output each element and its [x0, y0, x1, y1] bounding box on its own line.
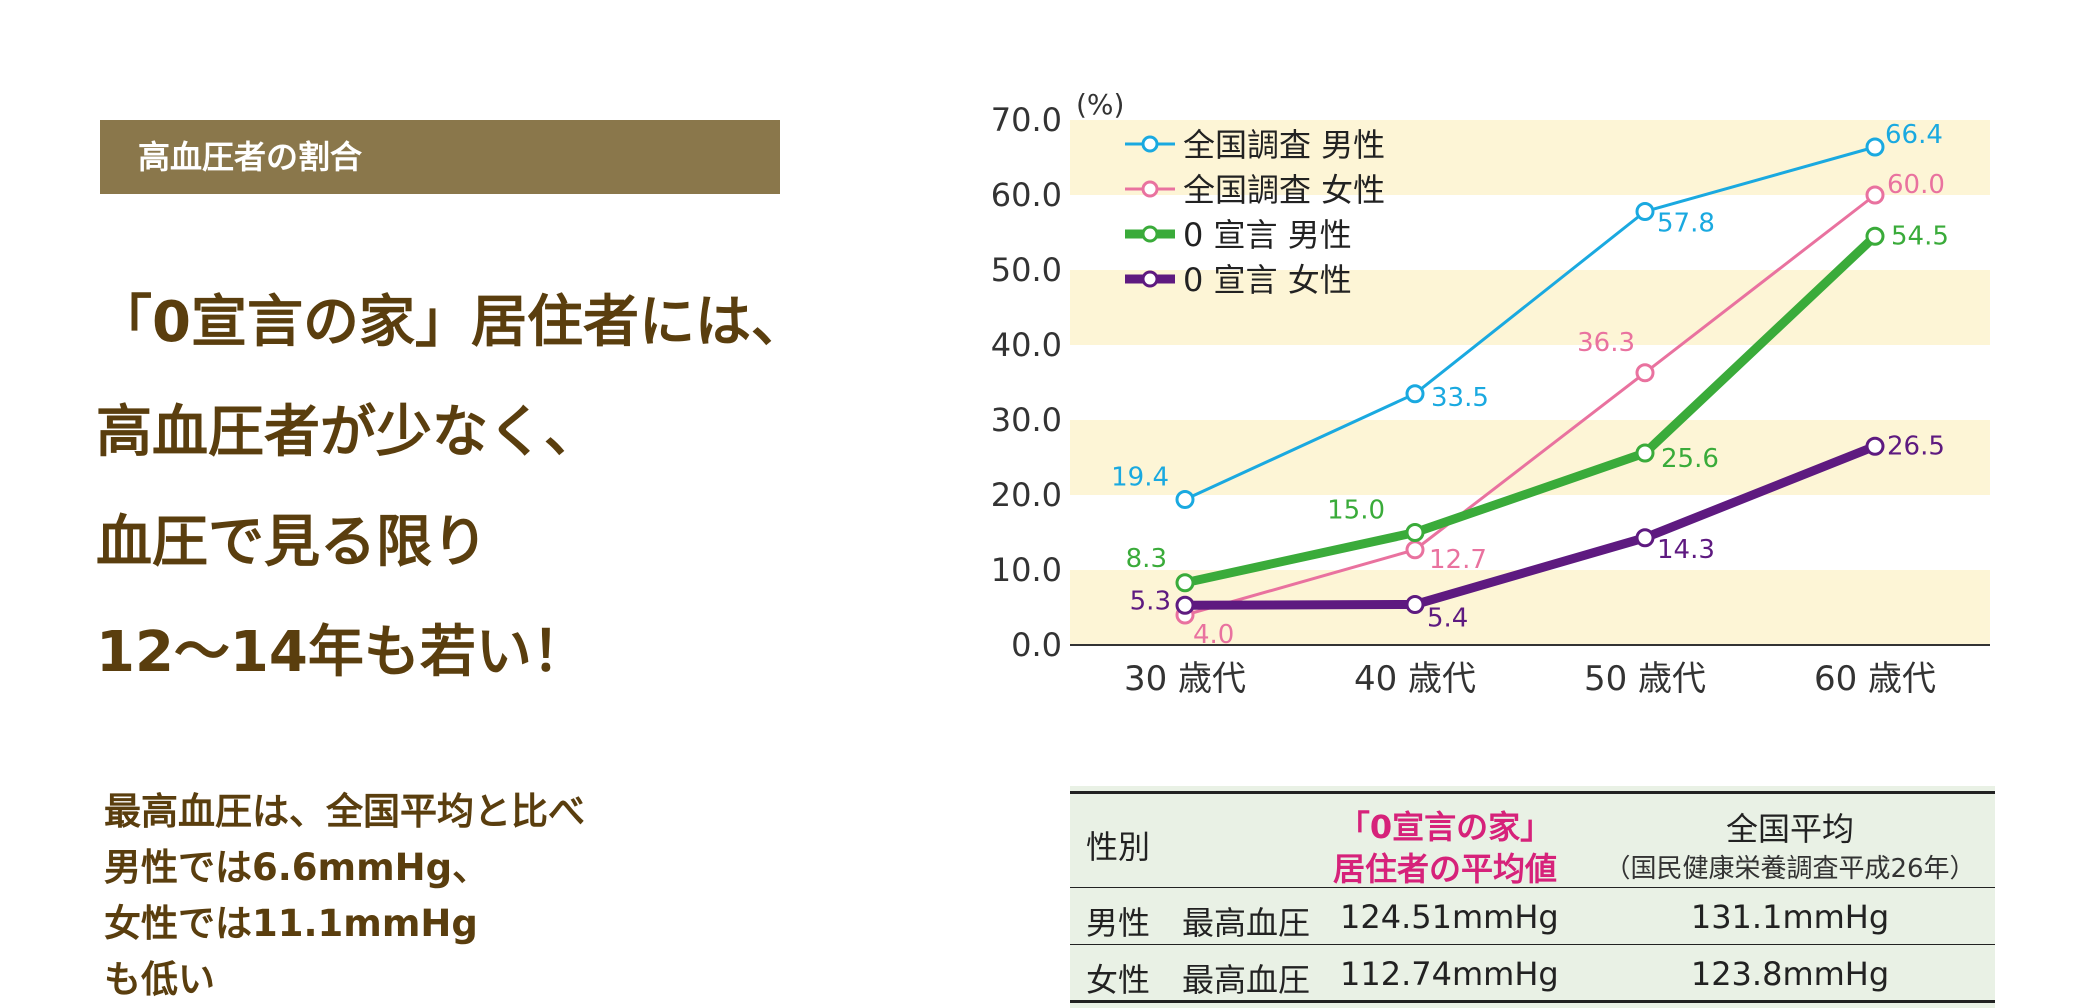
data-point — [1635, 443, 1655, 463]
data-label: 66.4 — [1885, 120, 1943, 150]
headline-line: 「0宣言の家」居住者には、 — [96, 290, 807, 355]
data-point — [1175, 595, 1195, 615]
legend-label: 0 宣言 女性 — [1183, 261, 1352, 299]
data-point — [1865, 137, 1885, 157]
data-point — [1175, 490, 1195, 509]
x-tick-label: 30 歳代 — [1124, 659, 1246, 699]
headline-line: 高血圧者が少なく、 — [96, 400, 600, 465]
row-label: 男性 最高血圧 — [1086, 904, 1311, 942]
table-header-national-line1: 全国平均 — [1725, 810, 1854, 848]
summary-text: 最高血圧は、全国平均と比べ 男性では6.6mmHg、 女性では11.1mmHg … — [104, 784, 585, 1008]
section-label: 高血圧者の割合 — [100, 120, 780, 194]
summary-line: 最高血圧は、全国平均と比べ — [104, 790, 585, 833]
y-tick-label: 10.0 — [991, 551, 1062, 589]
headline-line: 12〜14年も若い！ — [96, 620, 588, 685]
chart-band — [1070, 270, 1990, 345]
legend-marker — [1141, 180, 1159, 198]
table-header-national-line2: （国民健康栄養調査平成26年） — [1604, 854, 1976, 884]
data-label: 5.3 — [1130, 586, 1171, 616]
legend-marker — [1141, 225, 1159, 243]
legend-label: 0 宣言 男性 — [1183, 216, 1352, 254]
table-header-gender: 性別 — [1086, 828, 1151, 866]
table-top-rule — [1070, 791, 1995, 794]
y-tick-label: 20.0 — [991, 476, 1062, 514]
data-label: 33.5 — [1431, 383, 1489, 413]
summary-line: も低い — [104, 958, 215, 1001]
table-header-home-line2: 居住者の平均値 — [1332, 850, 1557, 888]
y-tick-label: 70.0 — [991, 101, 1062, 139]
legend-label: 全国調査 男性 — [1183, 126, 1385, 164]
table-header-home-line1: 「0宣言の家」 — [1337, 808, 1553, 846]
x-tick-label: 50 歳代 — [1584, 659, 1706, 699]
data-label: 26.5 — [1887, 431, 1945, 461]
x-tick-label: 60 歳代 — [1814, 659, 1936, 699]
headline: 「0宣言の家」居住者には、 高血圧者が少なく、 血圧で見る限り 12〜14年も若… — [96, 278, 916, 718]
legend-label: 全国調査 女性 — [1183, 171, 1385, 209]
data-label: 54.5 — [1891, 221, 1949, 251]
data-point — [1635, 202, 1655, 221]
data-point — [1635, 363, 1655, 383]
headline-line: 血圧で見る限り — [96, 510, 488, 575]
y-tick-label: 30.0 — [991, 401, 1062, 439]
y-unit-label: (%) — [1076, 88, 1124, 121]
summary-line: 女性では11.1mmHg — [104, 902, 478, 945]
blood-pressure-table: 性別 「0宣言の家」 居住者の平均値 全国平均 （国民健康栄養調査平成26年） … — [1070, 786, 1995, 1008]
data-point — [1405, 523, 1425, 542]
data-point — [1175, 573, 1195, 593]
y-tick-label: 0.0 — [1011, 626, 1062, 664]
row-national-value: 123.8mmHg — [1690, 955, 1890, 993]
line-chart: 0.0 10.0 20.0 30.0 40.0 50.0 60.0 70.0 (%) 30 歳代 4… — [991, 88, 1990, 699]
summary-line: 男性では6.6mmHg、 — [104, 846, 490, 889]
table-header-rule — [1070, 887, 1995, 888]
data-point — [1865, 185, 1885, 205]
data-label: 8.3 — [1126, 544, 1167, 574]
row-label: 女性 最高血圧 — [1086, 961, 1311, 999]
series-line — [1184, 193, 1876, 617]
row-home-value: 124.51mmHg — [1340, 898, 1559, 936]
data-point — [1405, 540, 1425, 560]
row-home-value: 112.74mmHg — [1340, 955, 1559, 993]
data-label: 57.8 — [1657, 209, 1715, 239]
x-tick-label: 40 歳代 — [1354, 659, 1476, 699]
data-label: 15.0 — [1327, 496, 1385, 526]
legend-marker — [1141, 135, 1159, 153]
table-row-rule — [1070, 944, 1995, 945]
data-label: 36.3 — [1577, 328, 1635, 358]
legend-marker — [1141, 270, 1159, 288]
series-line — [1184, 232, 1879, 588]
table-bottom-rule — [1070, 1000, 1995, 1003]
y-tick-label: 60.0 — [991, 176, 1062, 214]
data-point — [1405, 595, 1425, 614]
series-line — [1184, 145, 1876, 501]
data-point — [1405, 384, 1425, 404]
data-point — [1865, 436, 1885, 456]
data-label: 5.4 — [1427, 604, 1468, 634]
data-label: 25.6 — [1661, 444, 1719, 474]
y-tick-label: 40.0 — [991, 326, 1062, 364]
data-label: 4.0 — [1193, 620, 1234, 650]
row-national-value: 131.1mmHg — [1690, 898, 1890, 936]
table-row: 男性 最高血圧 124.51mmHg 131.1mmHg — [1070, 888, 1995, 944]
data-label: 14.3 — [1657, 535, 1715, 565]
y-tick-label: 50.0 — [991, 251, 1062, 289]
data-point — [1865, 226, 1885, 246]
data-label: 60.0 — [1887, 170, 1945, 200]
data-point — [1635, 528, 1655, 548]
data-label: 19.4 — [1111, 463, 1169, 493]
table-row: 女性 最高血圧 112.74mmHg 123.8mmHg — [1070, 945, 1995, 1001]
data-label: 12.7 — [1429, 545, 1487, 575]
series-line — [1184, 442, 1877, 610]
